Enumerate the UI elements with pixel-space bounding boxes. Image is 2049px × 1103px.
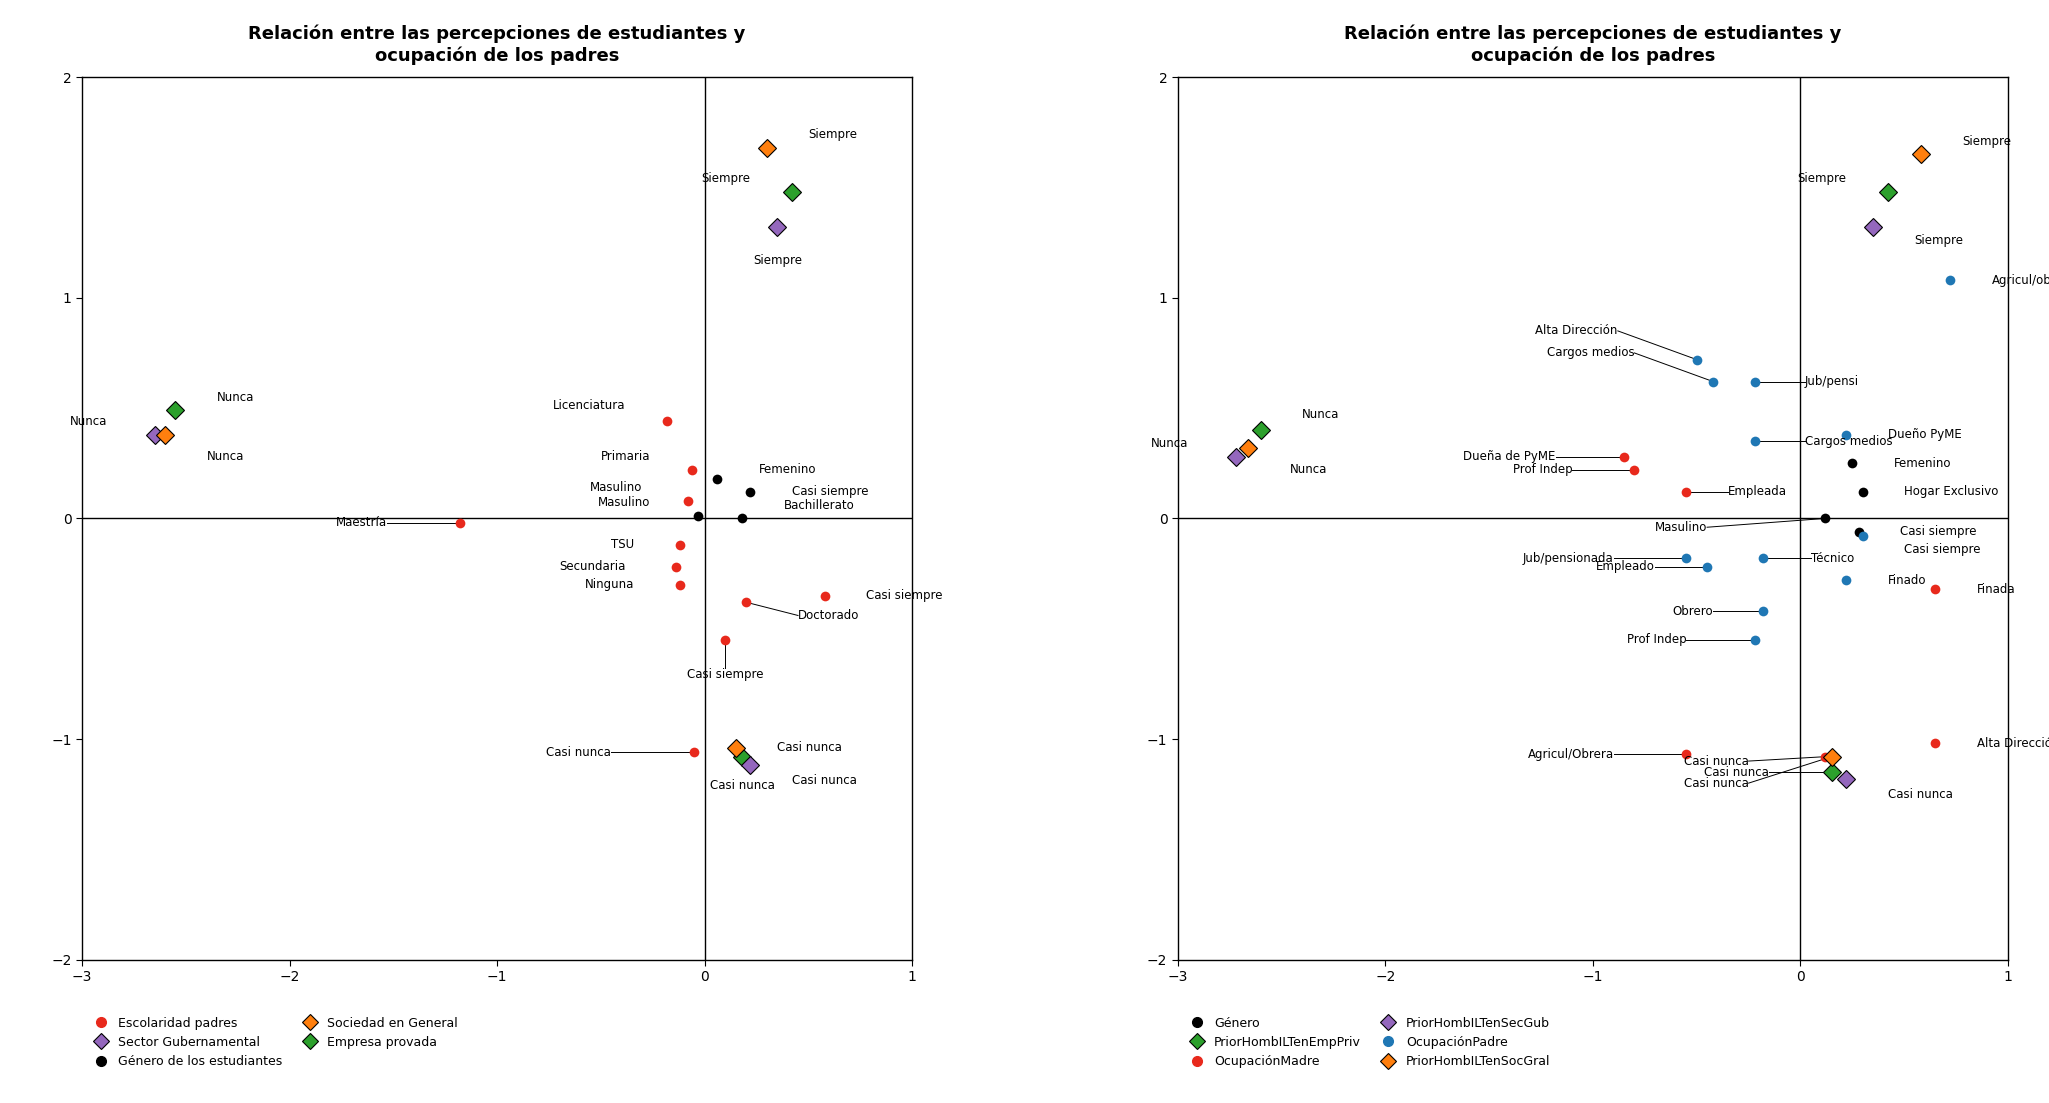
Text: Alta Dirección: Alta Dirección bbox=[1977, 737, 2049, 750]
Text: Nunca: Nunca bbox=[207, 450, 244, 463]
Legend: Escolaridad padres, Sector Gubernamental, Género de los estudiantes, Sociedad en: Escolaridad padres, Sector Gubernamental… bbox=[88, 1017, 459, 1068]
Text: Cargos medios: Cargos medios bbox=[1547, 346, 1635, 360]
Text: Siempre: Siempre bbox=[1963, 135, 2012, 148]
Text: Casi nunca: Casi nunca bbox=[777, 741, 842, 754]
Text: Nunca: Nunca bbox=[70, 415, 107, 428]
Text: Prof Indep: Prof Indep bbox=[1627, 633, 1686, 646]
Text: Dueño PyME: Dueño PyME bbox=[1887, 428, 1961, 441]
Text: Casi siempre: Casi siempre bbox=[791, 485, 869, 499]
Text: Hogar Exclusivo: Hogar Exclusivo bbox=[1904, 485, 1998, 499]
Text: Ninguna: Ninguna bbox=[584, 578, 633, 591]
Text: Prof Indep: Prof Indep bbox=[1512, 463, 1572, 476]
Text: Casi nunca: Casi nunca bbox=[547, 746, 611, 759]
Text: Maestría: Maestría bbox=[336, 516, 387, 529]
Text: Alta Dirección: Alta Dirección bbox=[1535, 324, 1619, 338]
Text: Masulino: Masulino bbox=[1656, 521, 1707, 534]
Text: Jub/pensionada: Jub/pensionada bbox=[1522, 552, 1615, 565]
Text: Empleado: Empleado bbox=[1596, 560, 1656, 574]
Text: Casi siempre: Casi siempre bbox=[686, 668, 764, 682]
Text: Siempre: Siempre bbox=[809, 128, 856, 141]
Text: Técnico: Técnico bbox=[1811, 552, 1854, 565]
Text: Casi nunca: Casi nunca bbox=[791, 774, 856, 788]
Text: Empleada: Empleada bbox=[1727, 485, 1787, 499]
Text: Casi nunca: Casi nunca bbox=[1684, 777, 1748, 790]
Text: Dueña de PyME: Dueña de PyME bbox=[1463, 450, 1555, 463]
Text: Nunca: Nunca bbox=[1303, 408, 1340, 421]
Text: Agricul/obrero: Agricul/obrero bbox=[1992, 274, 2049, 287]
Legend: Género, PriorHombILTenEmpPriv, OcupaciónMadre, PriorHombILTenSecGub, OcupaciónPa: Género, PriorHombILTenEmpPriv, Ocupación… bbox=[1184, 1017, 1551, 1068]
Text: Femenino: Femenino bbox=[758, 463, 816, 476]
Text: Nunca: Nunca bbox=[1152, 437, 1188, 450]
Text: Nunca: Nunca bbox=[217, 390, 254, 404]
Text: Casi nunca: Casi nunca bbox=[709, 779, 775, 792]
Text: Secundaria: Secundaria bbox=[559, 560, 625, 574]
Text: Siempre: Siempre bbox=[752, 254, 801, 267]
Text: Agricul/Obrera: Agricul/Obrera bbox=[1529, 748, 1615, 761]
Title: Relación entre las percepciones de estudiantes y
ocupación de los padres: Relación entre las percepciones de estud… bbox=[1344, 24, 1842, 65]
Text: Cargos medios: Cargos medios bbox=[1805, 435, 1891, 448]
Text: Siempre: Siempre bbox=[1914, 234, 1963, 247]
Text: Casi nunca: Casi nunca bbox=[1684, 754, 1748, 768]
Text: Finado: Finado bbox=[1887, 574, 1926, 587]
Text: Siempre: Siempre bbox=[701, 172, 750, 185]
Text: Masulino: Masulino bbox=[598, 496, 652, 510]
Text: Licenciatura: Licenciatura bbox=[553, 399, 625, 413]
Text: Casi nunca: Casi nunca bbox=[1887, 788, 1953, 801]
Text: Bachillerato: Bachillerato bbox=[783, 499, 854, 512]
Text: Femenino: Femenino bbox=[1893, 457, 1951, 470]
Text: Masulino: Masulino bbox=[590, 481, 641, 494]
Text: Doctorado: Doctorado bbox=[797, 609, 859, 622]
Text: Nunca: Nunca bbox=[1291, 463, 1328, 476]
Text: Finada: Finada bbox=[1977, 582, 2016, 596]
Text: Casi siempre: Casi siempre bbox=[867, 589, 943, 602]
Text: Jub/pensi: Jub/pensi bbox=[1805, 375, 1858, 388]
Text: Casi siempre: Casi siempre bbox=[1904, 543, 1981, 556]
Text: Obrero: Obrero bbox=[1672, 604, 1713, 618]
Text: Siempre: Siempre bbox=[1797, 172, 1846, 185]
Text: Casi nunca: Casi nunca bbox=[1705, 765, 1770, 779]
Text: Casi siempre: Casi siempre bbox=[1899, 525, 1977, 538]
Text: TSU: TSU bbox=[611, 538, 633, 552]
Title: Relación entre las percepciones de estudiantes y
ocupación de los padres: Relación entre las percepciones de estud… bbox=[248, 24, 746, 65]
Text: Primaria: Primaria bbox=[600, 450, 652, 463]
